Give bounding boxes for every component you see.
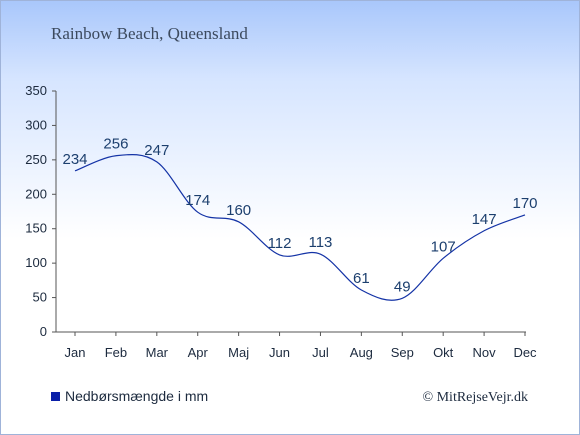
- data-label: 234: [62, 151, 87, 168]
- x-tick-label: Aug: [350, 345, 373, 360]
- y-tick-label: 200: [25, 186, 47, 201]
- x-tick-label: Jul: [312, 345, 329, 360]
- x-tick-label: Dec: [513, 345, 537, 360]
- credit-text: © MitRejseVejr.dk: [422, 390, 528, 405]
- x-tick-label: Jun: [269, 345, 290, 360]
- data-label: 170: [512, 195, 537, 212]
- data-label: 247: [144, 142, 169, 159]
- data-label: 112: [268, 235, 292, 252]
- y-tick-label: 50: [33, 290, 47, 305]
- y-tick-label: 350: [25, 83, 47, 98]
- x-tick-label: Mar: [146, 345, 169, 360]
- data-label: 160: [226, 202, 251, 219]
- series-line: [74, 153, 526, 301]
- y-tick-label: 250: [25, 152, 47, 167]
- y-tick-label: 300: [25, 117, 47, 132]
- data-label: 256: [103, 136, 128, 153]
- chart-title: Rainbow Beach, Queensland: [51, 24, 248, 43]
- x-tick-label: Nov: [473, 345, 497, 360]
- x-tick-label: Jan: [65, 345, 86, 360]
- x-tick-label: Apr: [188, 345, 209, 360]
- y-tick-label: 100: [25, 255, 47, 270]
- x-tick-label: Feb: [105, 345, 127, 360]
- legend-marker: [51, 392, 60, 401]
- data-label: 113: [308, 234, 332, 251]
- data-label: 49: [394, 278, 411, 295]
- legend-label: Nedbørsmængde i mm: [65, 388, 208, 404]
- y-axis: 0 50 100 150 200 250 300 350: [25, 83, 57, 339]
- data-label: 61: [353, 270, 370, 287]
- data-labels: 234 256 247 174 160 112 113 61 49 107 147 170: [62, 136, 537, 296]
- data-label: 107: [431, 238, 456, 255]
- x-tick-label: Maj: [228, 345, 249, 360]
- series-layer: [74, 153, 526, 301]
- y-tick-label: 150: [25, 221, 47, 236]
- data-label: 174: [185, 192, 210, 209]
- x-axis: Jan Feb Mar Apr Maj Jun Jul Aug Sep Okt Nov Dec: [56, 331, 537, 360]
- x-tick-label: Okt: [433, 345, 454, 360]
- y-tick-label: 0: [40, 324, 47, 339]
- x-tick-label: Sep: [391, 345, 414, 360]
- data-label: 147: [472, 211, 497, 228]
